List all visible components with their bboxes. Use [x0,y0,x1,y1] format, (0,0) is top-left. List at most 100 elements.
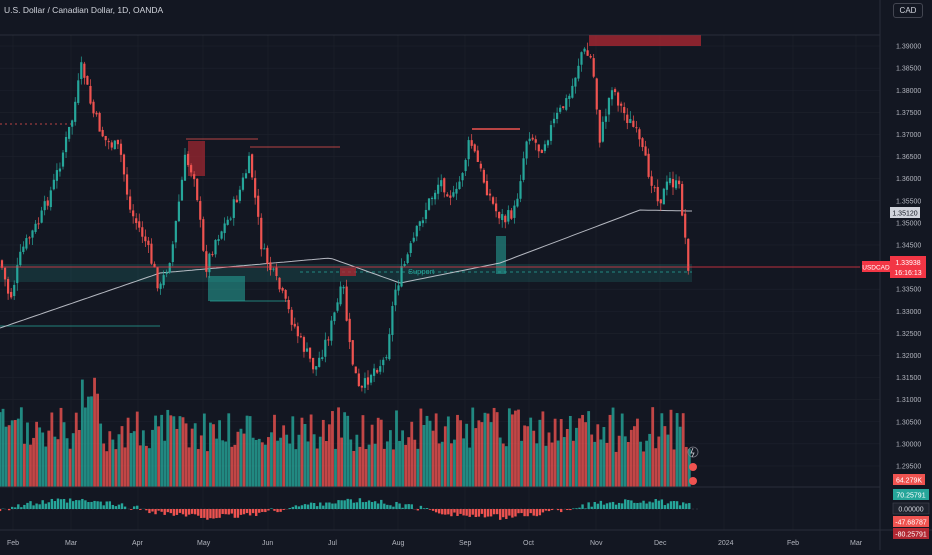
volume-bar [221,440,224,487]
candle-body [419,221,421,226]
time-axis-label: Oct [523,540,534,547]
volume-bar [667,435,670,487]
volume-bar [395,410,398,487]
oscillator-bar [48,502,50,509]
volume-bar [560,419,563,487]
candle-body [513,206,515,218]
candle-body [56,170,58,181]
oscillator-bar [551,509,553,510]
volume-bar [615,452,618,487]
oscillator-bar [124,507,126,509]
volume-bar [362,415,365,487]
candle-body [233,199,235,218]
candle-body [114,141,116,149]
candle-body [111,142,113,147]
oscillator-bar [72,501,74,509]
candle-body [89,86,91,104]
oscillator-bar [23,505,25,509]
oscillator-bar [648,502,650,509]
volume-bar [87,397,90,487]
volume-bar [130,433,133,487]
time-axis-label: Mar [65,540,78,547]
candle-body [681,184,683,216]
price-axis-label: 1.35000 [896,220,921,227]
oscillator-bar [618,503,620,509]
candle-body [498,212,500,218]
price-axis-label: 1.31000 [896,397,921,404]
candle-body [34,224,36,232]
time-axis-label: Apr [132,540,144,547]
volume-bar [78,430,81,487]
volume-bar [252,438,255,487]
candle-body [550,125,552,141]
oscillator-bar [612,502,614,509]
currency-button[interactable]: CAD [893,3,923,18]
volume-bar [575,428,578,487]
candle-body [501,214,503,220]
time-axis-label: Jun [262,540,273,547]
oscillator-bar [630,500,632,509]
oscillator-bar [325,503,327,509]
oscillator-bar [548,509,550,511]
volume-bar [148,448,151,487]
volume-bar [54,437,57,487]
oscillator-bar [51,499,53,509]
oscillator-bar [75,500,77,509]
oscillator-bar [334,503,336,509]
oscillator-bar [447,509,449,514]
volume-bar [612,408,615,487]
oscillator-bar [633,503,635,509]
volume-bar [115,449,118,487]
volume-bar [179,416,182,487]
volume-bar [484,413,487,487]
volume-bar [35,422,38,487]
volume-bar [237,432,240,487]
event-icon-2[interactable] [689,477,697,485]
oscillator-bar [401,508,403,509]
volume-bar [420,409,423,487]
candle-body [367,377,369,384]
oscillator-bar [606,503,608,509]
oscillator-bar [450,509,452,516]
candle-body [413,238,415,242]
volume-bar [508,408,511,487]
volume-bar [108,431,111,487]
volume-bar [621,414,624,487]
candle-body [458,182,460,189]
volume-bar [636,419,639,487]
oscillator-bar [188,509,190,515]
candle-body [492,197,494,204]
candle-body [577,66,579,79]
oscillator-bar [130,509,132,510]
volume-bar [151,430,154,487]
volume-bar [200,435,203,487]
oscillator-bar [270,508,272,509]
candle-body [300,336,302,337]
oscillator-bar [8,509,10,510]
volume-bar [490,422,493,487]
volume-bar [389,430,392,487]
volume-bar [298,435,301,487]
candle-body [132,210,134,216]
candle-body [495,203,497,211]
volume-bar [365,449,368,487]
volume-bar [38,427,41,487]
candle-body [336,302,338,310]
candle-body [297,326,299,336]
volume-bar [139,445,142,487]
osc-zero-value: 0.00000 [898,507,923,514]
volume-bar [233,445,236,487]
oscillator-bar [301,505,303,509]
volume-bar [514,411,517,487]
oscillator-bar [176,509,178,515]
event-icon-1[interactable] [689,463,697,471]
osc-lower2-value: -80.25791 [895,532,927,539]
candle-body [605,116,607,122]
candle-body [355,367,357,374]
volume-bar [416,449,419,487]
candle-body [7,279,9,294]
volume-bar [426,416,429,487]
oscillator-bar [206,509,208,520]
oscillator-bar [289,508,291,509]
